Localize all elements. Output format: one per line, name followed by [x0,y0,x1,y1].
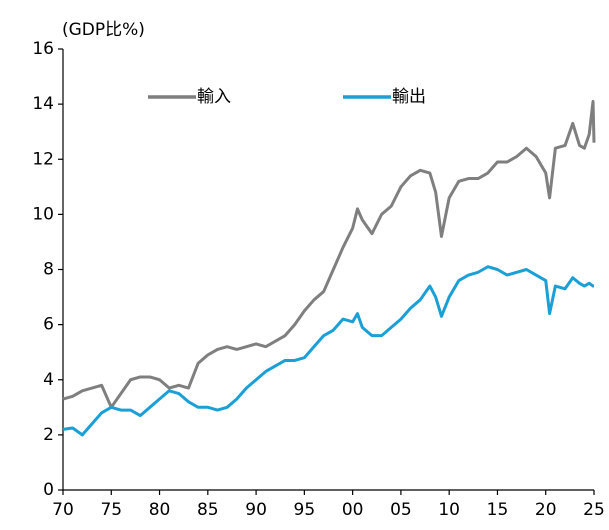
x-tick-label: 85 [197,500,219,520]
x-tick-label: 70 [52,500,74,520]
x-tick-label: 00 [342,500,364,520]
x-tick-label: 10 [438,500,460,520]
y-tick-label: 14 [32,94,54,114]
y-tick-label: 2 [43,425,54,445]
x-tick-label: 75 [100,500,122,520]
x-tick-label: 95 [294,500,316,520]
y-tick-label: 10 [32,204,54,224]
y-tick-label: 4 [43,370,54,390]
y-tick-label: 6 [43,315,54,335]
series-line [62,99,596,409]
y-axis-label: (GDP比%) [62,20,145,40]
y-tick-label: 16 [32,39,54,59]
x-tick-label: 90 [245,500,267,520]
series-line [62,265,595,437]
y-tick-label: 0 [43,480,54,500]
legend-label: 輸入 [197,87,231,107]
y-tick-label: 8 [43,260,54,280]
x-tick-label: 15 [487,500,509,520]
x-tick-label: 80 [149,500,171,520]
x-tick-label: 05 [390,500,412,520]
x-tick-label: 20 [535,500,557,520]
x-tick-label: 25 [583,500,605,520]
legend-label: 輸出 [392,87,426,107]
y-tick-label: 12 [32,149,54,169]
